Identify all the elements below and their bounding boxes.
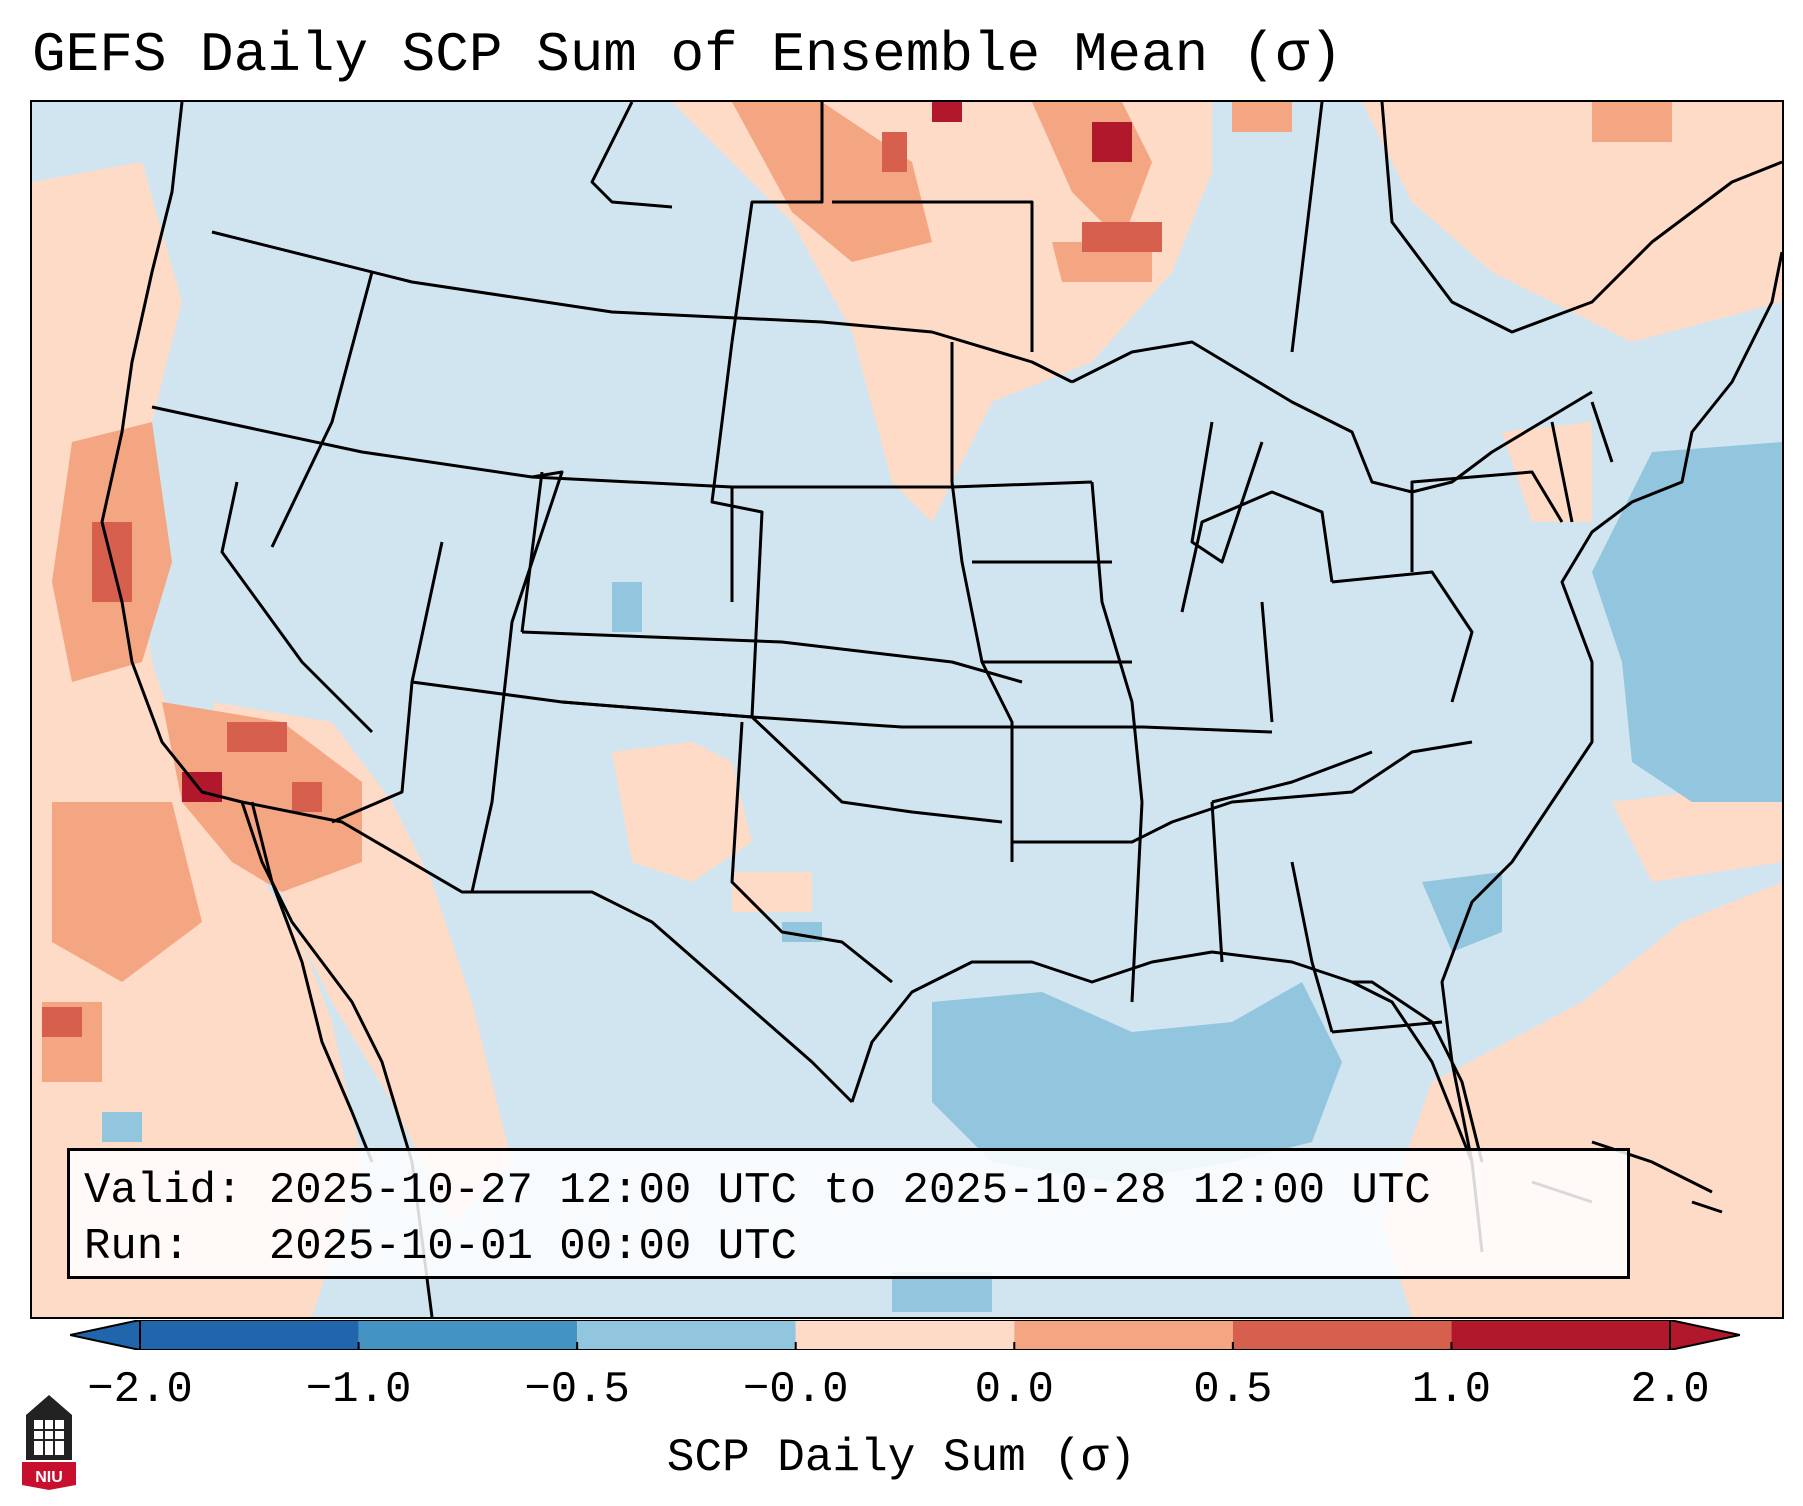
colorbar-segment [140,1320,359,1350]
colorbar-tick-label: −0.5 [524,1365,630,1415]
hudson-bay-coast [1380,102,1782,334]
niu-logo-icon: NIU [22,1395,76,1490]
anomaly-light-red-regions [32,102,1782,1317]
run-label: Run: [84,1222,190,1272]
colorbar-segment [358,1320,578,1350]
colorbar-tick-label: 0.5 [1193,1365,1273,1415]
colorbar [70,1320,1740,1350]
colorbar-tick-label: 1.0 [1411,1365,1492,1415]
colorbar-tick-label: 2.0 [1630,1365,1710,1415]
anomaly-red-regions [42,132,1162,1037]
colorbar-tick-label: −1.0 [305,1365,412,1415]
valid-value: 2025-10-27 12:00 UTC to 2025-10-28 12:00… [268,1166,1431,1216]
boundary-lines [100,102,1782,1317]
map-panel [30,100,1784,1319]
valid-label: Valid: [84,1166,243,1216]
colorbar-segment [1451,1320,1670,1350]
colorbar-segment [1014,1320,1233,1350]
colorbar-tick-label: −2.0 [87,1365,193,1415]
map-canvas [32,102,1782,1317]
great-lakes-outline [1071,340,1593,494]
colorbar-left-extension [70,1320,141,1350]
run-value: 2025-10-01 00:00 UTC [268,1222,797,1272]
map-title: GEFS Daily SCP Sum of Ensemble Mean (σ) [32,23,1343,87]
east-coast [1440,251,1782,1163]
lake-michigan [1190,421,1264,564]
baja-peninsula [250,801,374,1163]
colorbar-label: SCP Daily Sum (σ) [666,1432,1137,1484]
valid-run-infobox: Valid: 2025-10-27 12:00 UTC to 2025-10-2… [67,1148,1630,1279]
west-coast [100,102,434,1317]
colorbar-frame [139,1320,1671,1350]
mexico-us-border [241,800,854,1104]
colorbar-segments [70,1320,1740,1350]
colorbar-segment [1232,1320,1452,1350]
canada-us-border [211,230,1073,384]
gulf-coast [850,950,1484,1253]
colorbar-tick-label: 0.0 [974,1365,1054,1415]
colorbar-segment [795,1320,1015,1350]
colorbar-right-extension [1669,1320,1740,1350]
colorbar-tick-label: −0.0 [742,1365,849,1415]
colorbar-segment [577,1320,796,1350]
logo-text: NIU [35,1469,63,1486]
run-line: Run: 2025-10-01 00:00 UTC [84,1219,1613,1275]
valid-line: Valid: 2025-10-27 12:00 UTC to 2025-10-2… [84,1163,1613,1219]
